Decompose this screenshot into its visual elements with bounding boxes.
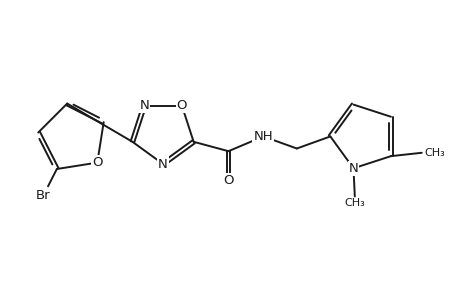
Text: O: O (223, 174, 233, 187)
Text: CH₃: CH₃ (344, 199, 364, 208)
Text: N: N (348, 162, 358, 175)
Text: CH₃: CH₃ (424, 148, 444, 158)
Text: NH: NH (253, 130, 273, 143)
Text: O: O (92, 156, 102, 169)
Text: O: O (176, 99, 187, 112)
Text: Br: Br (36, 189, 50, 203)
Text: N: N (158, 158, 168, 170)
Text: N: N (139, 99, 149, 112)
